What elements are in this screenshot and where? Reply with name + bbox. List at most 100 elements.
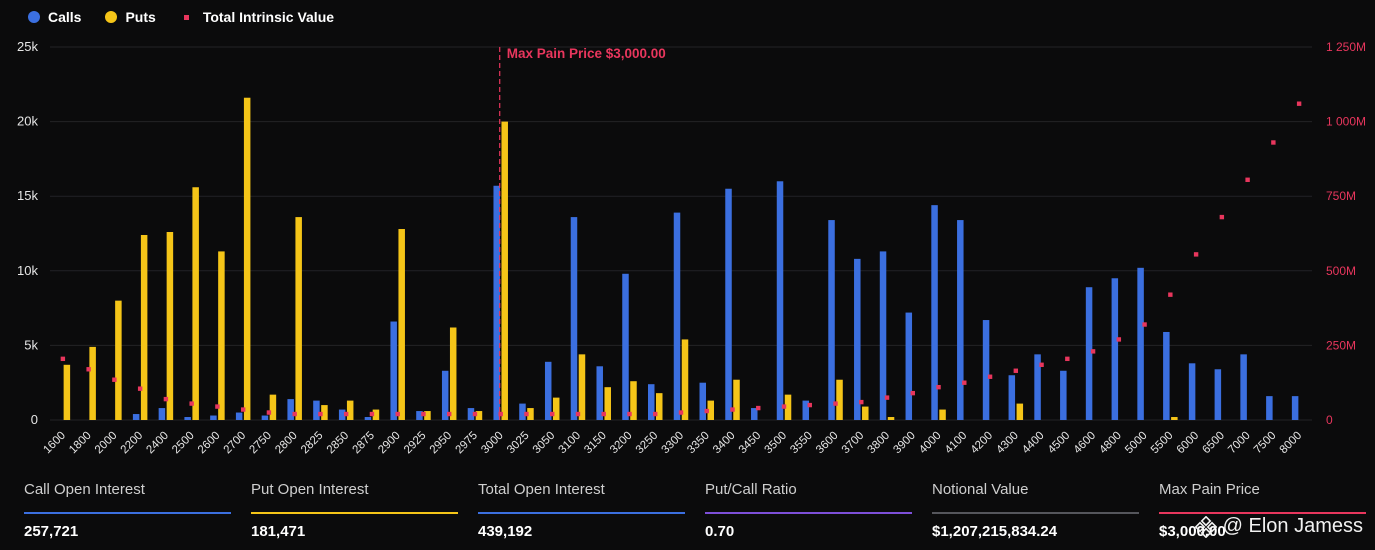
call-bar bbox=[184, 417, 191, 420]
intrinsic-point bbox=[1219, 214, 1225, 220]
x-tick-label: 2800 bbox=[273, 430, 300, 457]
call-bar bbox=[596, 366, 603, 420]
put-bar bbox=[269, 394, 277, 420]
x-tick-label: 3025 bbox=[505, 430, 532, 457]
intrinsic-point bbox=[292, 411, 297, 417]
intrinsic-point bbox=[859, 399, 864, 405]
call-bar bbox=[1060, 370, 1067, 420]
put-bar bbox=[140, 234, 148, 420]
intrinsic-point bbox=[1245, 177, 1250, 182]
x-tick-label: 2700 bbox=[222, 430, 249, 457]
call-bar bbox=[776, 181, 784, 420]
call-bar bbox=[570, 217, 578, 420]
x-tick-label: 2825 bbox=[299, 430, 326, 457]
intrinsic-point bbox=[704, 408, 709, 414]
stat-underline bbox=[932, 512, 1139, 514]
intrinsic-legend-label: Total Intrinsic Value bbox=[202, 9, 335, 25]
stat-value: 0.70 bbox=[705, 523, 735, 540]
intrinsic-point bbox=[215, 404, 220, 409]
legend-item-puts[interactable]: Puts bbox=[105, 9, 156, 25]
intrinsic-point bbox=[1296, 101, 1302, 106]
intrinsic-point bbox=[1039, 362, 1044, 367]
puts-legend-marker bbox=[105, 11, 118, 23]
legend-item-intrinsic[interactable]: Total Intrinsic Value bbox=[180, 9, 334, 25]
put-bar bbox=[655, 393, 663, 420]
x-tick-label: 7500 bbox=[1252, 430, 1279, 457]
call-bar bbox=[441, 370, 449, 420]
put-bar bbox=[346, 400, 354, 420]
y-tick-right: 1 250M bbox=[1326, 40, 1366, 54]
call-bar bbox=[313, 400, 320, 420]
put-bar bbox=[887, 417, 895, 420]
call-bar bbox=[235, 412, 243, 420]
intrinsic-point bbox=[575, 411, 581, 417]
y-tick-left: 25k bbox=[17, 39, 38, 54]
y-tick-right: 750M bbox=[1326, 189, 1356, 203]
call-bar bbox=[1188, 363, 1196, 420]
stat-value: 439,192 bbox=[478, 523, 533, 540]
put-bar bbox=[862, 406, 869, 420]
intrinsic-point bbox=[137, 386, 143, 391]
call-bar bbox=[467, 408, 475, 420]
x-tick-label: 3700 bbox=[840, 430, 867, 457]
intrinsic-point bbox=[163, 396, 169, 402]
x-tick-label: 1600 bbox=[41, 430, 68, 457]
call-bar bbox=[1111, 278, 1119, 420]
intrinsic-point bbox=[266, 410, 272, 415]
intrinsic-point bbox=[472, 411, 478, 417]
x-tick-label: 3100 bbox=[557, 430, 584, 457]
intrinsic-point bbox=[807, 402, 812, 408]
x-tick-label: 4800 bbox=[1097, 430, 1124, 457]
x-tick-label: 1800 bbox=[67, 430, 94, 457]
call-bar bbox=[1085, 287, 1093, 420]
put-bar bbox=[115, 300, 122, 420]
put-bar bbox=[424, 411, 431, 420]
call-bar bbox=[287, 399, 294, 420]
put-bar bbox=[939, 409, 946, 420]
stat-underline bbox=[1159, 512, 1366, 514]
x-tick-label: 5500 bbox=[1149, 430, 1176, 457]
stat-underline bbox=[24, 512, 231, 514]
intrinsic-point bbox=[756, 405, 761, 411]
intrinsic-point bbox=[910, 390, 915, 396]
put-bar bbox=[295, 217, 302, 420]
intrinsic-point bbox=[498, 411, 503, 417]
intrinsic-point bbox=[60, 356, 66, 362]
stat-total-open-interest: Total Open Interest 439,192 bbox=[478, 478, 685, 540]
stat-value: $1,207,215,834.24 bbox=[932, 523, 1058, 540]
call-bar bbox=[338, 409, 346, 420]
y-tick-left: 15k bbox=[17, 188, 38, 203]
intrinsic-point bbox=[524, 411, 529, 417]
x-tick-label: 3150 bbox=[582, 430, 609, 457]
put-bar bbox=[243, 97, 251, 420]
put-bar bbox=[192, 187, 199, 420]
x-tick-label: 5000 bbox=[1123, 430, 1150, 457]
intrinsic-point bbox=[987, 374, 993, 379]
call-bar bbox=[1163, 331, 1170, 420]
put-bar bbox=[1171, 417, 1178, 420]
binance-icon bbox=[1194, 515, 1217, 538]
x-tick-label: 3000 bbox=[479, 430, 506, 457]
call-bar bbox=[390, 321, 397, 420]
x-tick-label: 3500 bbox=[763, 430, 790, 457]
call-bar bbox=[647, 384, 655, 420]
call-bar bbox=[519, 403, 526, 420]
calls-legend-label: Calls bbox=[48, 9, 82, 25]
y-tick-left: 10k bbox=[17, 263, 38, 278]
stat-label: Notional Value bbox=[932, 481, 1029, 498]
watermark: @ Elon Jamess bbox=[1194, 515, 1363, 538]
call-bar bbox=[364, 417, 372, 420]
call-bar bbox=[1034, 354, 1041, 420]
call-bar bbox=[699, 382, 707, 420]
intrinsic-point bbox=[678, 410, 684, 415]
legend-item-calls[interactable]: Calls bbox=[28, 9, 81, 25]
intrinsic-point bbox=[343, 411, 349, 417]
x-tick-label: 6500 bbox=[1200, 430, 1227, 457]
x-tick-label: 4000 bbox=[917, 430, 944, 457]
intrinsic-point bbox=[421, 411, 426, 417]
x-tick-label: 2975 bbox=[453, 430, 480, 457]
intrinsic-point bbox=[730, 407, 735, 412]
call-bar bbox=[132, 414, 140, 420]
stat-notional-value: Notional Value $1,207,215,834.24 bbox=[932, 478, 1139, 540]
stat-underline bbox=[478, 512, 685, 514]
